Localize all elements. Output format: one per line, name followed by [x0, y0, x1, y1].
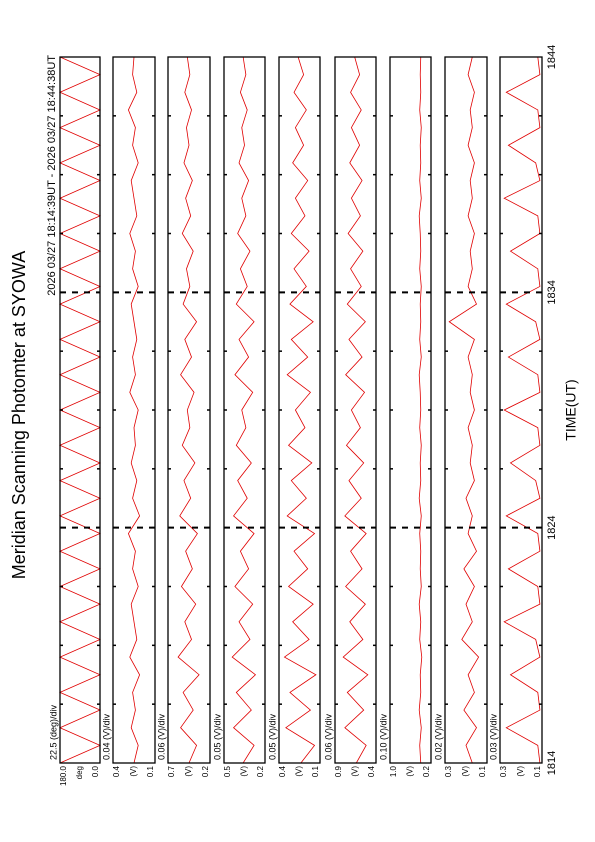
scale-label: 0.03 (V)/div — [488, 713, 498, 760]
y-tick-label: 0.3 — [499, 765, 508, 777]
scale-label: 0.05 (V)/div — [267, 713, 277, 760]
y-unit: (V) — [461, 766, 470, 777]
y-tick-label: 0.1 — [311, 765, 320, 777]
y-unit: (V) — [351, 766, 360, 777]
y-tick-label: 0.1 — [146, 765, 155, 777]
x-tick-label: 1824 — [546, 515, 558, 539]
x-axis-label: TIME(UT) — [563, 379, 579, 440]
y-tick-label: 180.0 — [59, 765, 68, 786]
scale-label: 0.06 (V)/div — [323, 713, 333, 760]
y-unit: (V) — [184, 766, 193, 777]
scale-label: 0.05 (V)/div — [212, 713, 222, 760]
rotated-chart: Meridian Scanning Photomter at SYOWA 202… — [9, 45, 579, 786]
y-unit: (V) — [240, 766, 249, 777]
panel-frame — [389, 56, 432, 764]
time-range: 2026 03/27 18:14:39UT - 2026 03/27 18:44… — [46, 55, 58, 296]
signal-line — [342, 56, 369, 764]
y-tick-label: 0.3 — [444, 765, 453, 777]
signal-line — [418, 56, 423, 764]
x-tick-label: 1844 — [546, 45, 558, 69]
panel-frame — [223, 56, 266, 764]
signal-line — [283, 56, 317, 764]
signal-line — [59, 56, 101, 764]
panel-frame — [112, 56, 156, 764]
y-unit: (V) — [129, 766, 138, 777]
y-unit: (V) — [406, 766, 415, 777]
y-tick-label: 0.9 — [334, 765, 343, 777]
y-unit: (V) — [295, 766, 304, 777]
y-tick-label: 0.7 — [167, 765, 176, 777]
signal-line — [503, 56, 541, 764]
x-tick-label: 1814 — [546, 751, 558, 775]
scale-label: 0.06 (V)/div — [156, 713, 166, 760]
y-tick-label: 0.4 — [278, 765, 287, 777]
y-tick-label: 0.0 — [91, 765, 100, 777]
x-tick-label: 1834 — [546, 280, 558, 304]
signal-line — [231, 56, 257, 764]
y-tick-label: 0.4 — [112, 765, 121, 777]
chart-title: Meridian Scanning Photomter at SYOWA — [9, 251, 29, 579]
y-tick-label: 0.1 — [533, 765, 542, 777]
scale-label: 22.5 (deg)/div — [48, 704, 58, 760]
scale-label: 0.04 (V)/div — [101, 713, 111, 760]
y-unit: (V) — [516, 766, 525, 777]
scale-label: 0.02 (V)/div — [433, 713, 443, 760]
y-tick-label: 1.0 — [389, 765, 398, 777]
signal-line — [127, 56, 141, 764]
signal-line — [448, 56, 480, 764]
y-unit: deg — [75, 766, 84, 779]
y-tick-label: 0.4 — [367, 765, 376, 777]
y-tick-label: 0.5 — [223, 765, 232, 777]
panel-frame — [334, 56, 377, 764]
y-tick-label: 0.1 — [478, 765, 487, 777]
signal-line — [177, 56, 200, 764]
panel-frame — [59, 56, 101, 764]
panel-frame — [444, 56, 488, 764]
y-tick-label: 0.2 — [201, 765, 210, 777]
panel-frame — [167, 56, 211, 764]
y-tick-label: 0.2 — [422, 765, 431, 777]
scale-label: 0.10 (V)/div — [378, 713, 388, 760]
y-tick-label: 0.2 — [256, 765, 265, 777]
